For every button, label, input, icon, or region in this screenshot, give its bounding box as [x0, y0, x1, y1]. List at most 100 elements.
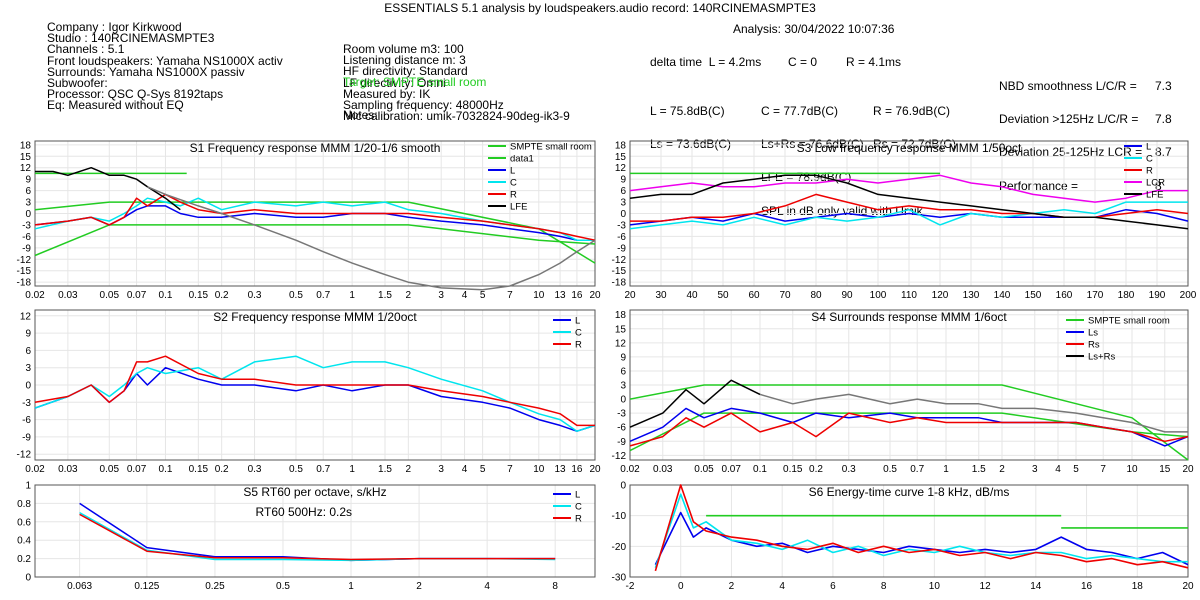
y-tick-label: 0: [25, 381, 31, 392]
y-tick-label: 3: [25, 198, 31, 209]
x-tick-label: 110: [901, 290, 917, 301]
x-tick-label: 1: [943, 464, 949, 475]
y-tick-label: -10: [612, 511, 627, 522]
y-tick-label: 12: [615, 338, 627, 349]
y-tick-label: 6: [25, 346, 31, 357]
x-tick-label: 1.5: [378, 464, 392, 475]
series-line-r-2: [34, 355, 595, 427]
notes-label: Notes:: [343, 108, 378, 123]
x-tick-label: 20: [589, 464, 601, 475]
series-line-lfe-6: [35, 166, 181, 211]
x-tick-label: 4: [462, 464, 468, 475]
score-label-1: Deviation >125Hz L/C/R =: [999, 112, 1139, 127]
target-label: Target: SMPTE small room: [343, 75, 487, 90]
x-tick-label: 0.1: [753, 464, 767, 475]
legend-label: C: [510, 178, 517, 189]
y-tick-label: 6: [620, 366, 626, 377]
legend-label: R: [510, 190, 517, 201]
chart-title: S1 Frequency response MMM 1/20-1/6 smoot…: [190, 141, 441, 155]
legend-label: L: [575, 490, 580, 501]
x-tick-label: 0.063: [67, 581, 92, 592]
y-tick-label: -30: [612, 573, 627, 584]
y-tick-label: 18: [615, 310, 627, 321]
series-line-r-4: [654, 484, 1189, 572]
series-line-c-1: [79, 511, 556, 562]
chart-title: S5 RT60 per octave, s/kHz: [243, 485, 386, 499]
x-tick-label: 0.03: [58, 464, 78, 475]
x-tick-label: 0: [678, 581, 684, 592]
plot-frame: [34, 484, 596, 578]
info-col2-line-4: Measured by: IK: [343, 86, 431, 101]
legend-label: SMPTE small room: [1088, 316, 1170, 327]
legend-label: Ls: [1088, 328, 1098, 339]
series-line-lfe-5: [629, 174, 1189, 230]
info-col2-line-5: Sampling frequency: 48000Hz: [343, 97, 504, 112]
y-tick-label: 3: [620, 198, 626, 209]
series-line-l-0: [34, 366, 596, 432]
report-title: ESSENTIALS 5.1 analysis by loudspeakers.…: [384, 1, 816, 15]
series-line-r-5: [34, 193, 596, 241]
x-tick-label: 0.2: [215, 290, 229, 301]
delta-time-l: delta time L = 4.2ms: [650, 55, 762, 69]
y-tick-label: -3: [22, 398, 31, 409]
legend-label: R: [575, 340, 582, 351]
y-tick-label: 0: [25, 573, 31, 584]
x-tick-label: 4: [1055, 464, 1061, 475]
y-tick-label: -3: [617, 409, 626, 420]
x-tick-label: 10: [533, 290, 545, 301]
series-line-l-2: [654, 511, 1189, 566]
y-tick-label: 0: [620, 395, 626, 406]
info-column-2: Room volume m3: 100 Listening distance m:…: [343, 22, 570, 133]
series-line-c-3: [654, 493, 1188, 569]
info-col2-line-1: Listening distance m: 3: [343, 53, 466, 68]
score-value-2: 8.7: [1155, 145, 1172, 160]
x-tick-label: 200: [1180, 290, 1197, 301]
x-tick-label: 0.25: [205, 581, 225, 592]
x-tick-label: 2: [416, 581, 422, 592]
legend-label: data1: [510, 154, 534, 165]
x-tick-label: 0.125: [134, 581, 159, 592]
y-tick-label: 0.8: [17, 499, 31, 510]
x-tick-label: 7: [507, 290, 513, 301]
score-value-3: 8: [1155, 178, 1162, 193]
y-tick-label: 0.6: [17, 517, 31, 528]
x-tick-label: 20: [589, 290, 601, 301]
x-tick-label: 160: [1056, 290, 1073, 301]
x-tick-label: 60: [748, 290, 760, 301]
x-tick-label: -2: [626, 581, 635, 592]
spl-l: L = 75.8dB(C): [650, 104, 725, 118]
chart-annotation: RT60 500Hz: 0.2s: [256, 505, 353, 519]
y-tick-label: 15: [20, 152, 32, 163]
score-values: 7.3 7.8 8.7 8: [1155, 59, 1172, 203]
analysis-timestamp: Analysis: 30/04/2022 10:07:36: [733, 22, 895, 36]
x-tick-label: 0.1: [159, 464, 173, 475]
series-line-unnamed-5: [759, 393, 1188, 433]
x-tick-label: 0.15: [189, 464, 209, 475]
legend-label: L: [1146, 142, 1151, 153]
x-tick-label: 2: [729, 581, 735, 592]
y-tick-label: 0.4: [17, 536, 31, 547]
y-tick-label: 18: [20, 140, 32, 151]
x-tick-label: 0.03: [58, 290, 78, 301]
y-tick-label: -9: [22, 243, 31, 254]
y-tick-label: -18: [612, 278, 627, 289]
x-tick-label: 2: [406, 290, 412, 301]
x-tick-label: 0.5: [276, 581, 290, 592]
info-col1-line-2: Channels : 5.1: [47, 42, 125, 57]
legend-label: Rs: [1088, 340, 1100, 351]
x-tick-label: 7: [507, 464, 513, 475]
x-tick-label: 12: [980, 581, 992, 592]
y-tick-label: 12: [20, 311, 32, 322]
x-tick-label: 4: [779, 581, 785, 592]
info-col2-line-2: HF directivity: Standard: [343, 64, 468, 79]
y-tick-label: 3: [620, 381, 626, 392]
x-tick-label: 3: [1032, 464, 1038, 475]
x-tick-label: 40: [686, 290, 698, 301]
x-tick-label: 0.5: [289, 464, 303, 475]
y-tick-label: 15: [615, 324, 627, 335]
legend-label: Ls+Rs: [1088, 352, 1115, 363]
x-tick-label: 0.02: [25, 290, 45, 301]
x-tick-label: 10: [929, 581, 941, 592]
y-tick-label: -12: [17, 255, 32, 266]
series-line-smpte-small-room-0: [34, 201, 596, 264]
